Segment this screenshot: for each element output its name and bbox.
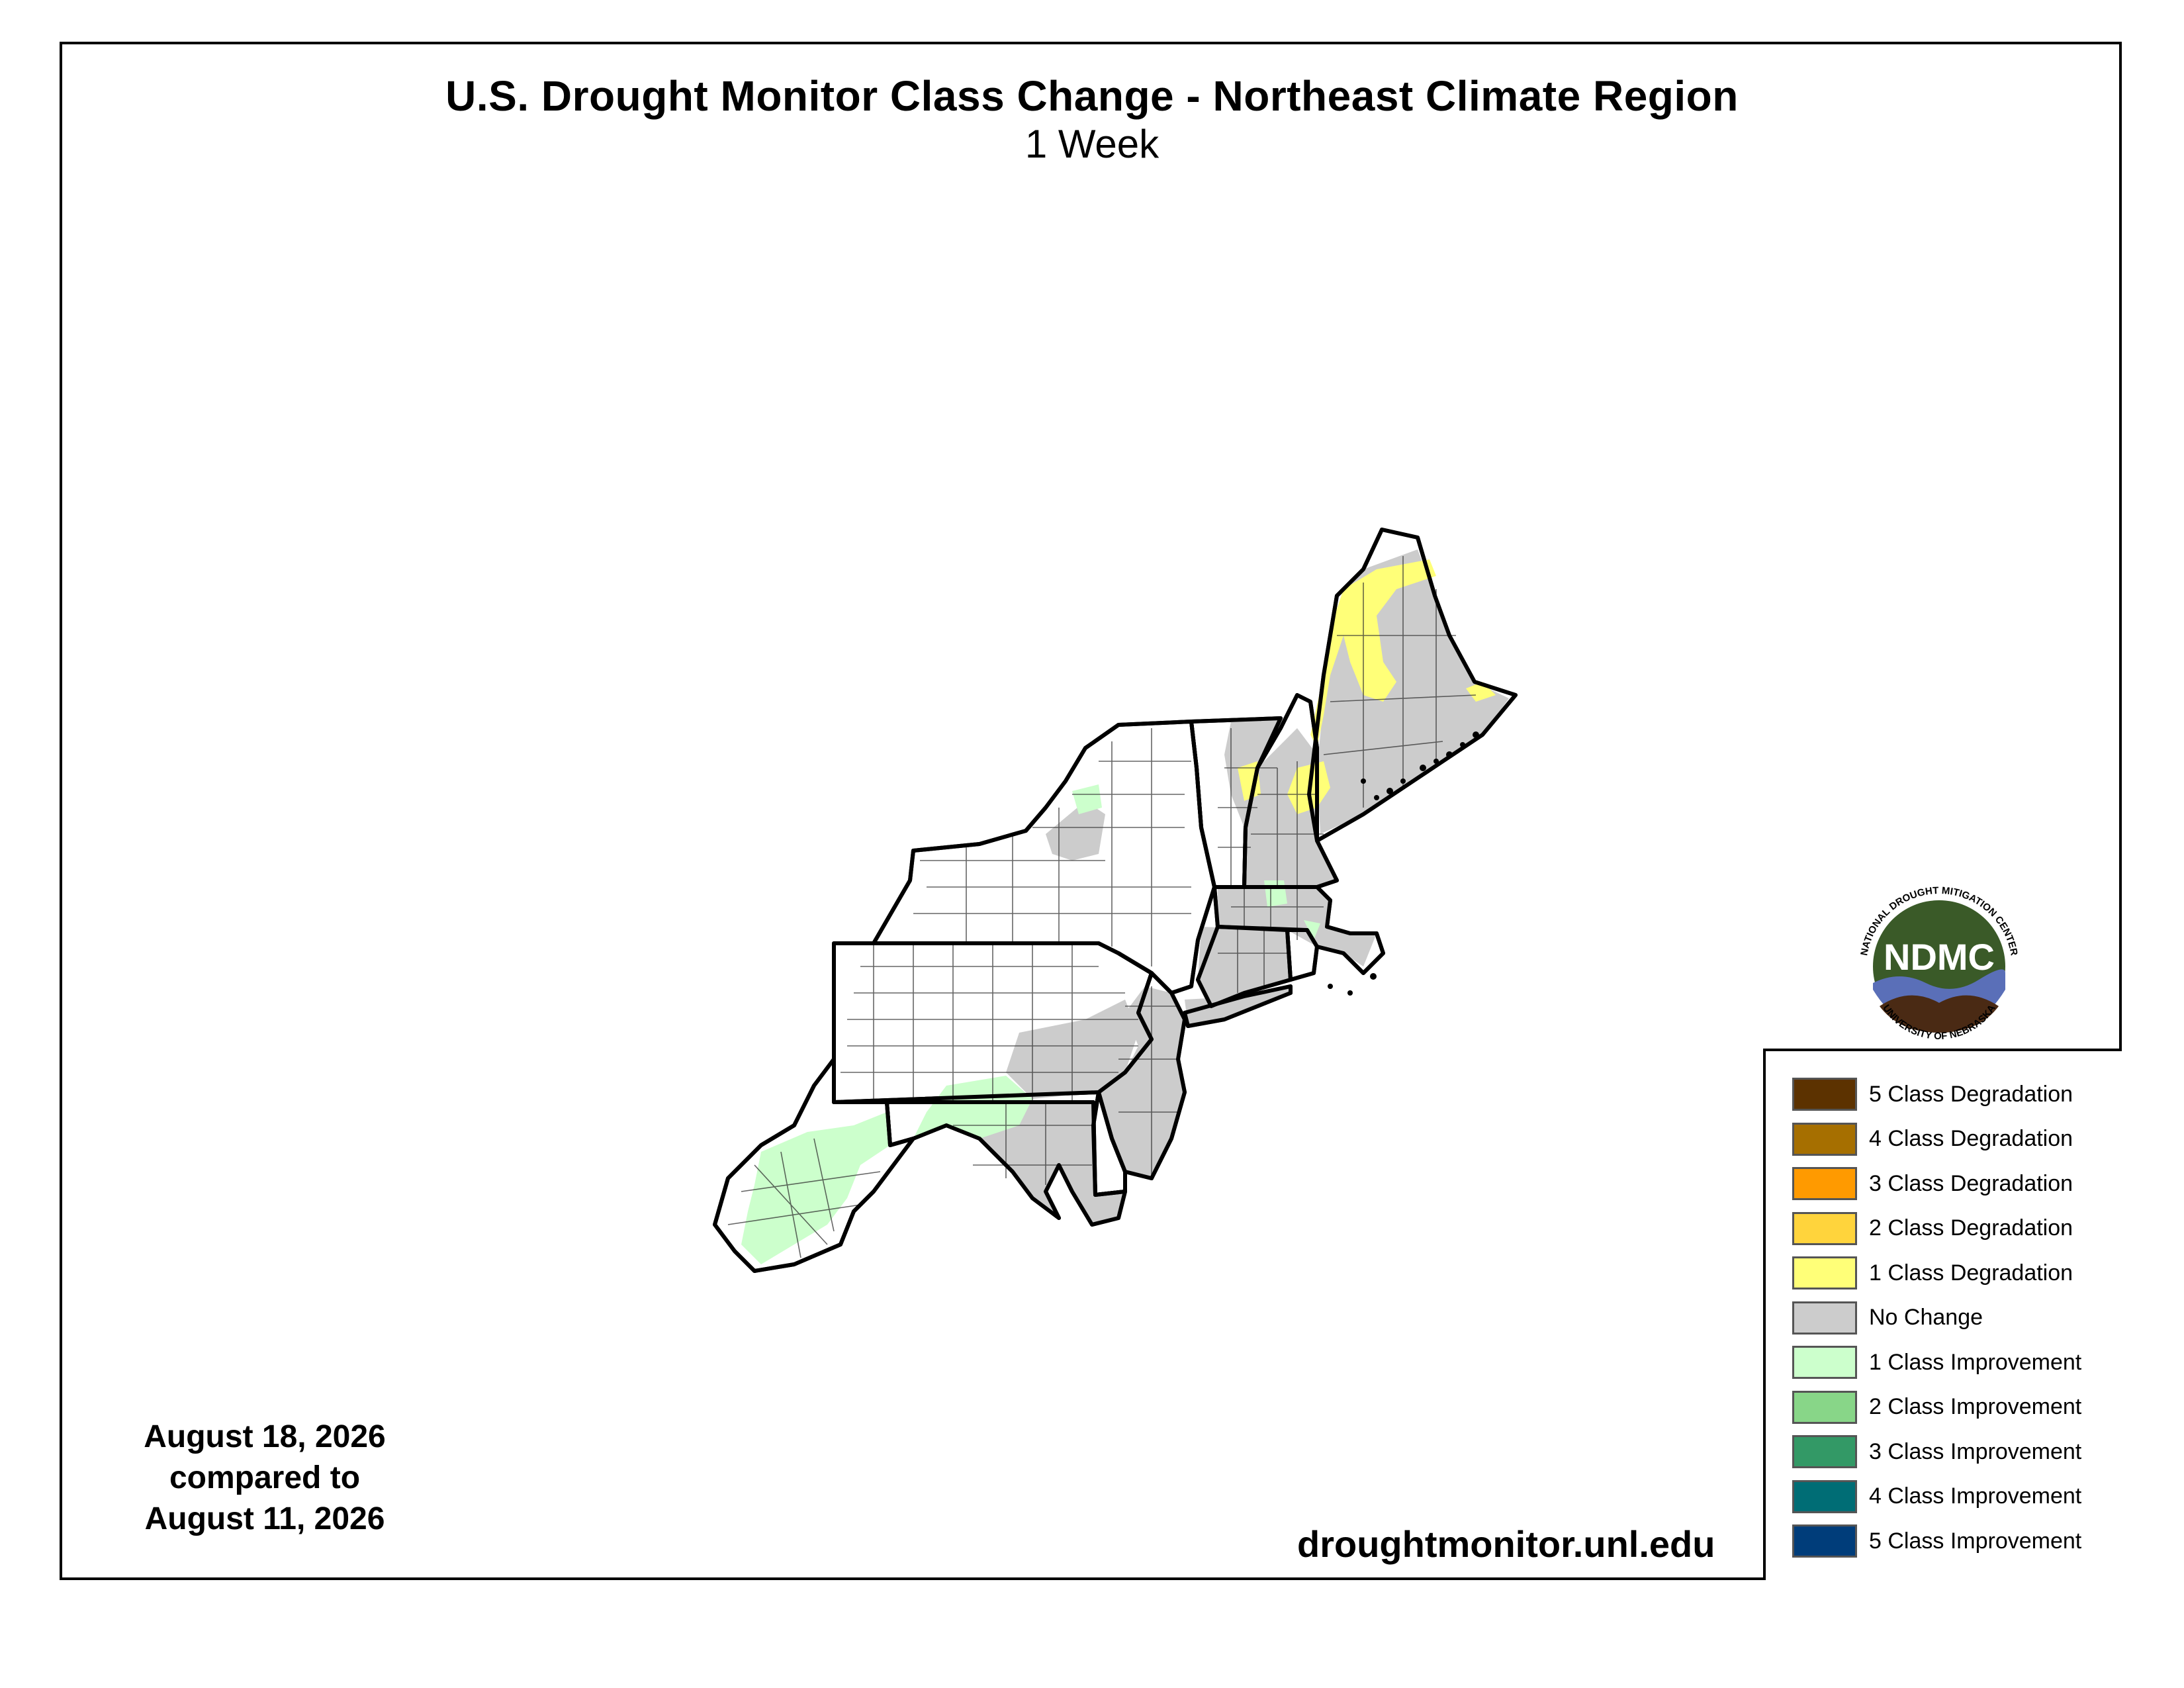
website-link[interactable]: droughtmonitor.unl.edu	[1297, 1523, 1715, 1565]
legend-swatch	[1792, 1167, 1857, 1200]
legend-swatch	[1792, 1211, 1857, 1245]
legend-label: 1 Class Improvement	[1869, 1349, 2082, 1375]
legend-swatch	[1792, 1256, 1857, 1289]
legend-label: 4 Class Improvement	[1869, 1483, 2082, 1509]
current-date: August 18, 2026	[144, 1419, 386, 1454]
legend-item: 5 Class Improvement	[1792, 1524, 2081, 1558]
map-frame	[60, 42, 2122, 1580]
map-subtitle: 1 Week	[1024, 122, 1160, 166]
improvement-areas	[741, 784, 1320, 1264]
legend-label: No Change	[1869, 1305, 1983, 1330]
legend: 5 Class Degradation 4 Class Degradation 3 …	[1763, 1049, 2122, 1580]
legend-swatch	[1792, 1524, 1857, 1558]
legend-swatch	[1792, 1122, 1857, 1156]
ndmc-logo: NDMC NATIONAL DROUGHT MITIGATION CENTER …	[1858, 885, 2020, 1042]
county-lines	[727, 556, 1477, 1258]
legend-item: 2 Class Degradation	[1792, 1211, 2073, 1245]
legend-swatch	[1792, 1479, 1857, 1513]
legend-swatch	[1792, 1435, 1857, 1468]
degradation-areas	[1238, 559, 1496, 814]
previous-date: August 11, 2026	[144, 1501, 385, 1536]
legend-label: 5 Class Improvement	[1869, 1528, 2082, 1554]
legend-swatch	[1792, 1390, 1857, 1424]
legend-label: 5 Class Degradation	[1869, 1081, 2073, 1107]
legend-item: 2 Class Improvement	[1792, 1390, 2082, 1424]
legend-label: 4 Class Degradation	[1869, 1126, 2073, 1151]
logo-abbr: NDMC	[1884, 936, 1995, 978]
legend-label: 2 Class Improvement	[1869, 1394, 2082, 1419]
legend-item: No Change	[1792, 1301, 1983, 1335]
legend-item: 3 Class Improvement	[1792, 1435, 2081, 1468]
map-title: U.S. Drought Monitor Class Change - Nort…	[445, 72, 1739, 120]
legend-swatch	[1792, 1301, 1857, 1335]
legend-item: 3 Class Degradation	[1792, 1167, 2073, 1200]
legend-item: 1 Class Degradation	[1792, 1256, 2073, 1289]
legend-label: 1 Class Degradation	[1869, 1260, 2073, 1286]
legend-item: 4 Class Degradation	[1792, 1122, 2073, 1156]
legend-item: 1 Class Improvement	[1792, 1346, 2081, 1379]
date-comparison: August 18, 2026 compared to August 11, 2…	[93, 1417, 437, 1540]
legend-item: 4 Class Improvement	[1792, 1479, 2082, 1513]
legend-label: 2 Class Degradation	[1869, 1215, 2073, 1241]
compared-to-label: compared to	[169, 1460, 361, 1495]
coastal-islands	[1328, 731, 1479, 996]
legend-swatch	[1792, 1346, 1857, 1379]
legend-swatch	[1792, 1078, 1857, 1111]
legend-label: 3 Class Degradation	[1869, 1170, 2073, 1196]
legend-item: 5 Class Degradation	[1792, 1078, 2073, 1111]
legend-label: 3 Class Improvement	[1869, 1438, 2082, 1464]
